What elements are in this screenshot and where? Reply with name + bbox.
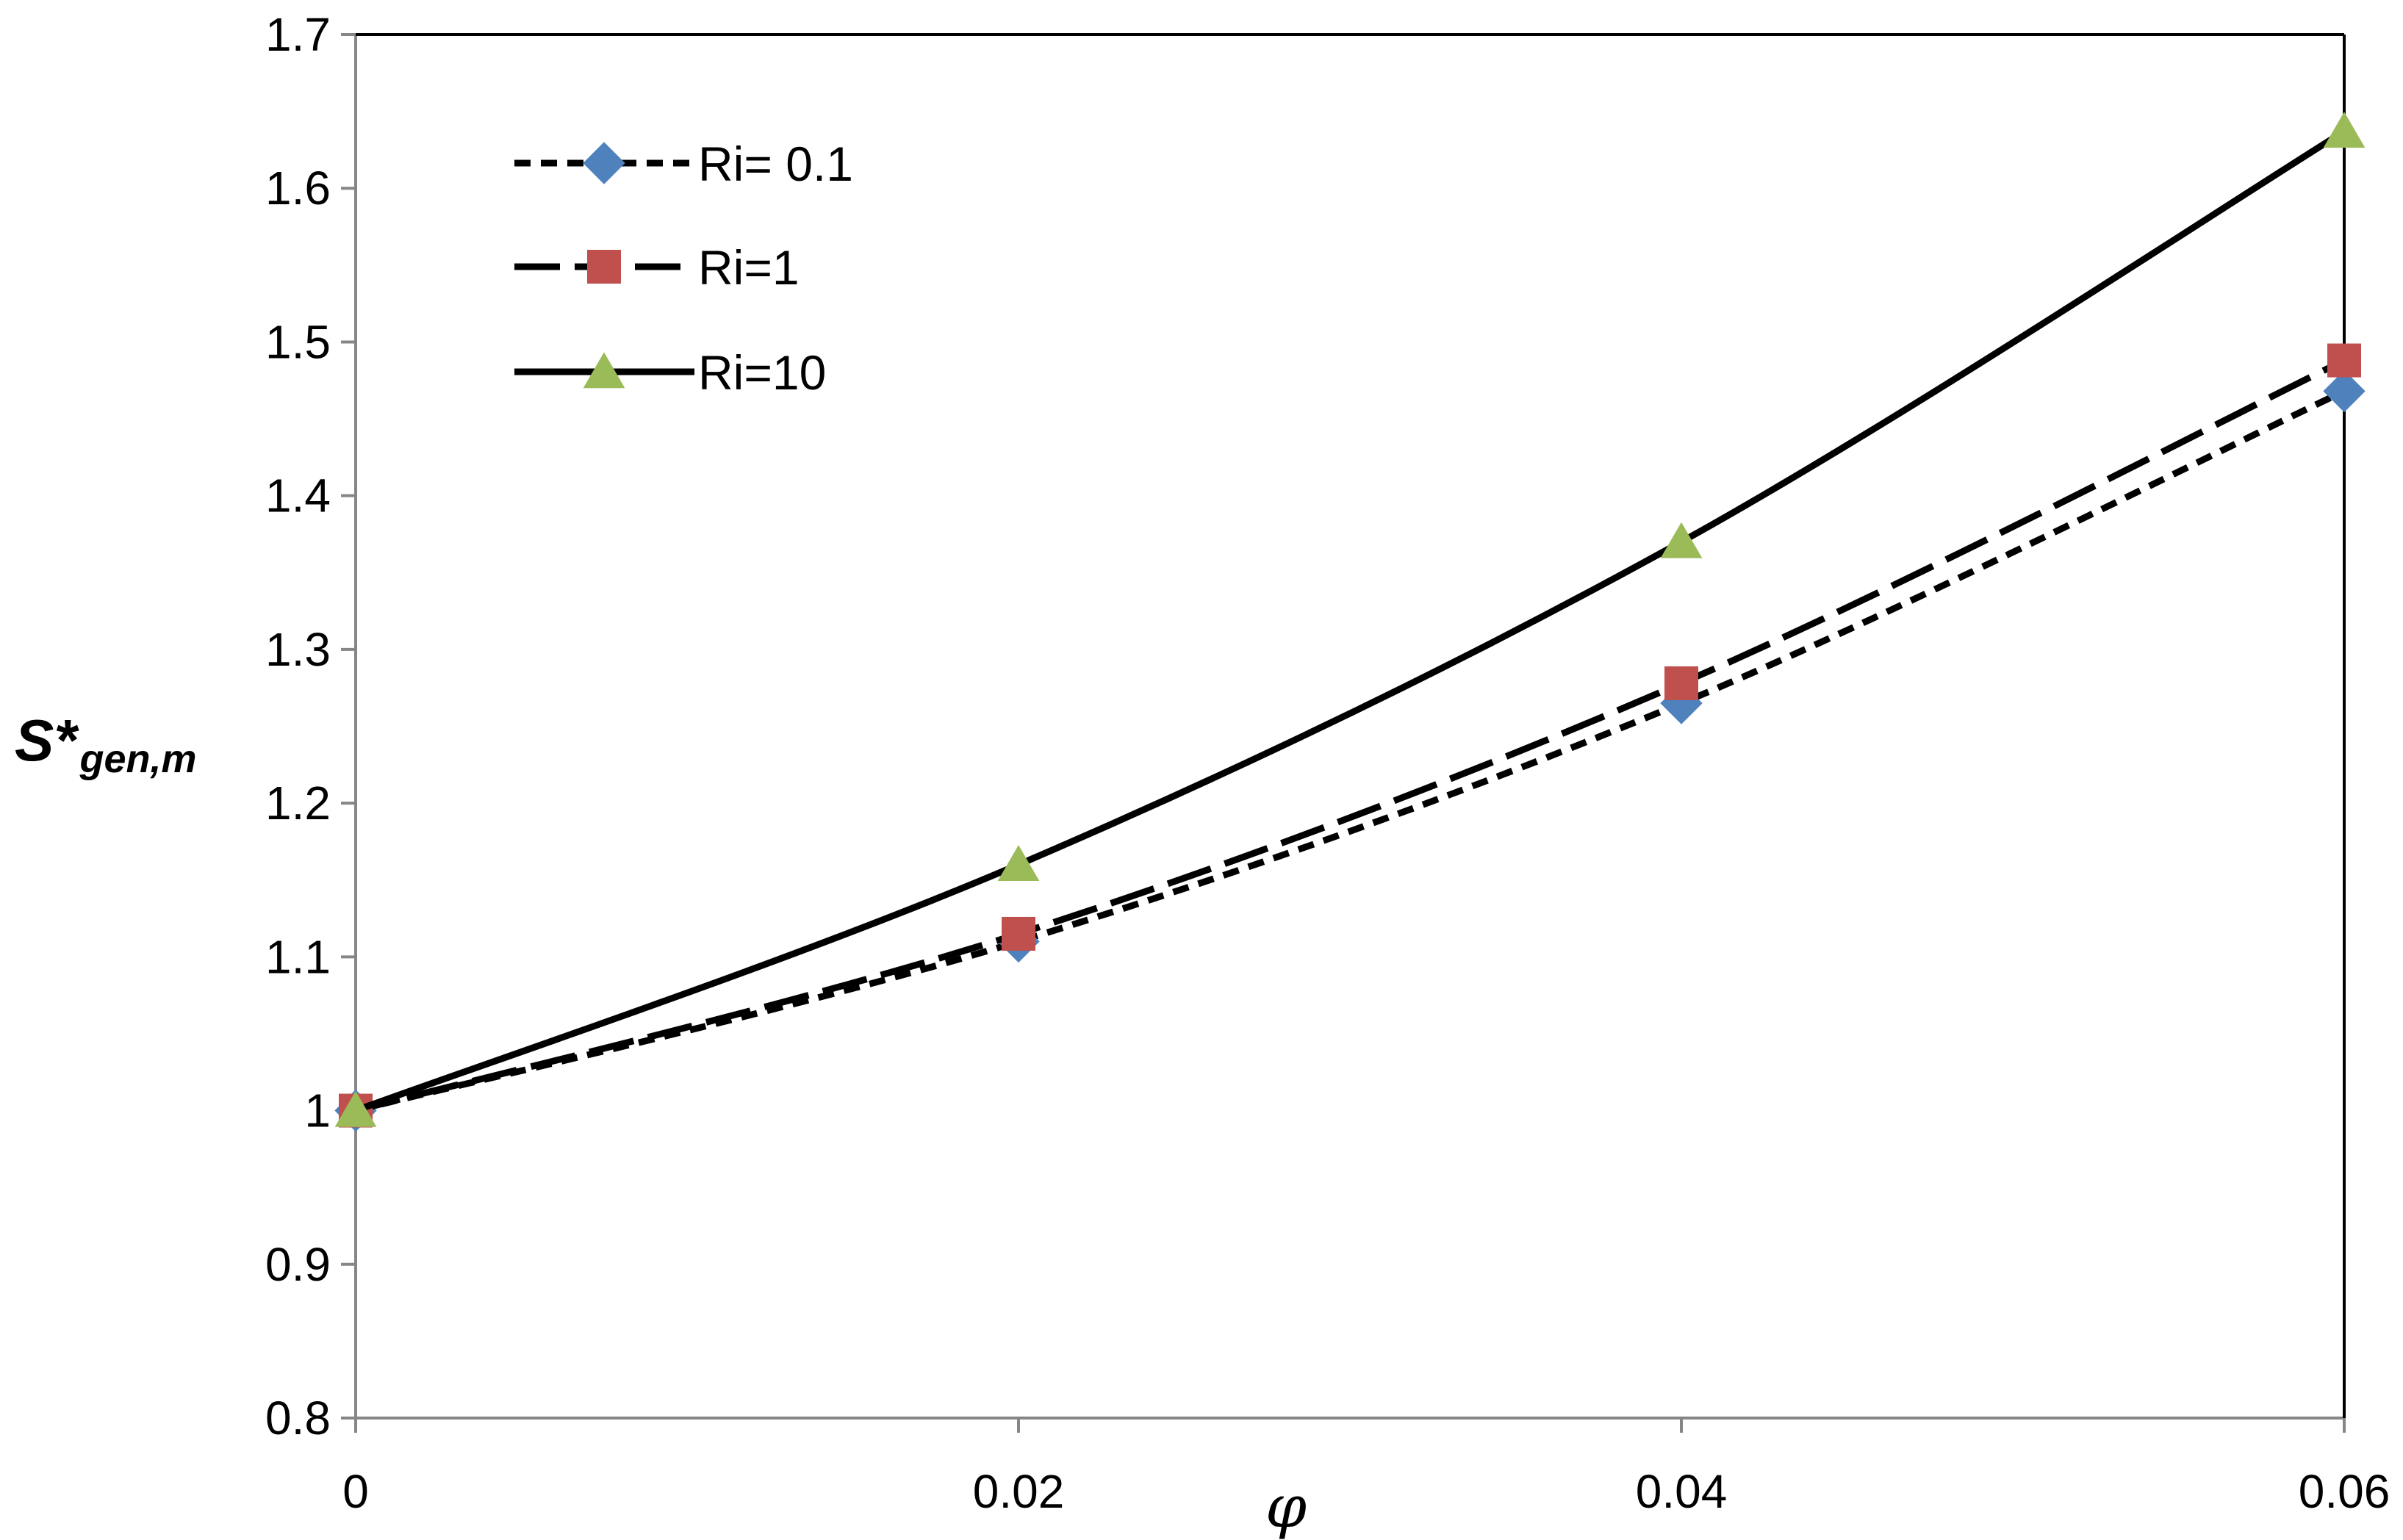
y-tick-label: 1.5 xyxy=(265,315,331,368)
y-tick-label: 1.6 xyxy=(265,162,331,215)
axes: 0.8 0.9 1 1.1 1.2 1.3 1.4 1.5 1.6 1.7 0 0.02 0.04 0.0… xyxy=(265,8,2390,1518)
series-line xyxy=(354,357,2346,1114)
y-tick-label: 1.4 xyxy=(265,469,331,522)
legend: Ri= 0.1 Ri=1 Ri=10 xyxy=(514,137,853,400)
legend-item: Ri= 0.1 xyxy=(514,137,853,191)
data-point xyxy=(2327,343,2361,378)
y-tick-label: 1.3 xyxy=(265,623,331,676)
series-line xyxy=(354,128,2346,1114)
series-3 xyxy=(334,112,2366,1127)
y-axis-label-sub: gen,m xyxy=(79,737,197,781)
data-point xyxy=(997,845,1040,881)
x-tick-label: 0.04 xyxy=(1636,1465,1728,1518)
legend-item: Ri=10 xyxy=(514,345,826,400)
x-tick-label: 0.02 xyxy=(973,1465,1065,1518)
y-tick-label: 0.8 xyxy=(265,1392,331,1444)
y-axis-label-main: S* xyxy=(15,708,79,773)
legend-label: Ri=10 xyxy=(698,345,826,400)
y-tick-label: 1.1 xyxy=(265,930,331,983)
series-1 xyxy=(334,370,2366,1132)
data-point xyxy=(1660,522,1703,558)
data-point xyxy=(1002,916,1035,951)
data-point xyxy=(2323,112,2366,148)
y-tick-label: 0.9 xyxy=(265,1238,331,1291)
y-axis-label: S* gen,m xyxy=(15,708,197,781)
legend-item: Ri=1 xyxy=(514,240,800,295)
y-tick-label: 1 xyxy=(304,1084,331,1137)
legend-label: Ri= 0.1 xyxy=(698,137,853,191)
series-layer xyxy=(334,112,2366,1132)
legend-label: Ri=1 xyxy=(698,240,800,295)
x-tick-label: 0 xyxy=(342,1465,369,1518)
x-tick-label: 0.06 xyxy=(2299,1465,2391,1518)
y-tick-label: 1.2 xyxy=(265,777,331,830)
data-point xyxy=(1664,666,1698,700)
data-point xyxy=(2323,370,2366,413)
legend-marker xyxy=(583,142,625,184)
series-2 xyxy=(339,343,2361,1128)
data-point xyxy=(334,1090,377,1127)
legend-marker xyxy=(587,250,621,284)
x-axis-label: φ xyxy=(1265,1472,1307,1540)
legend-marker xyxy=(583,352,625,389)
y-tick-label: 1.7 xyxy=(265,8,331,61)
